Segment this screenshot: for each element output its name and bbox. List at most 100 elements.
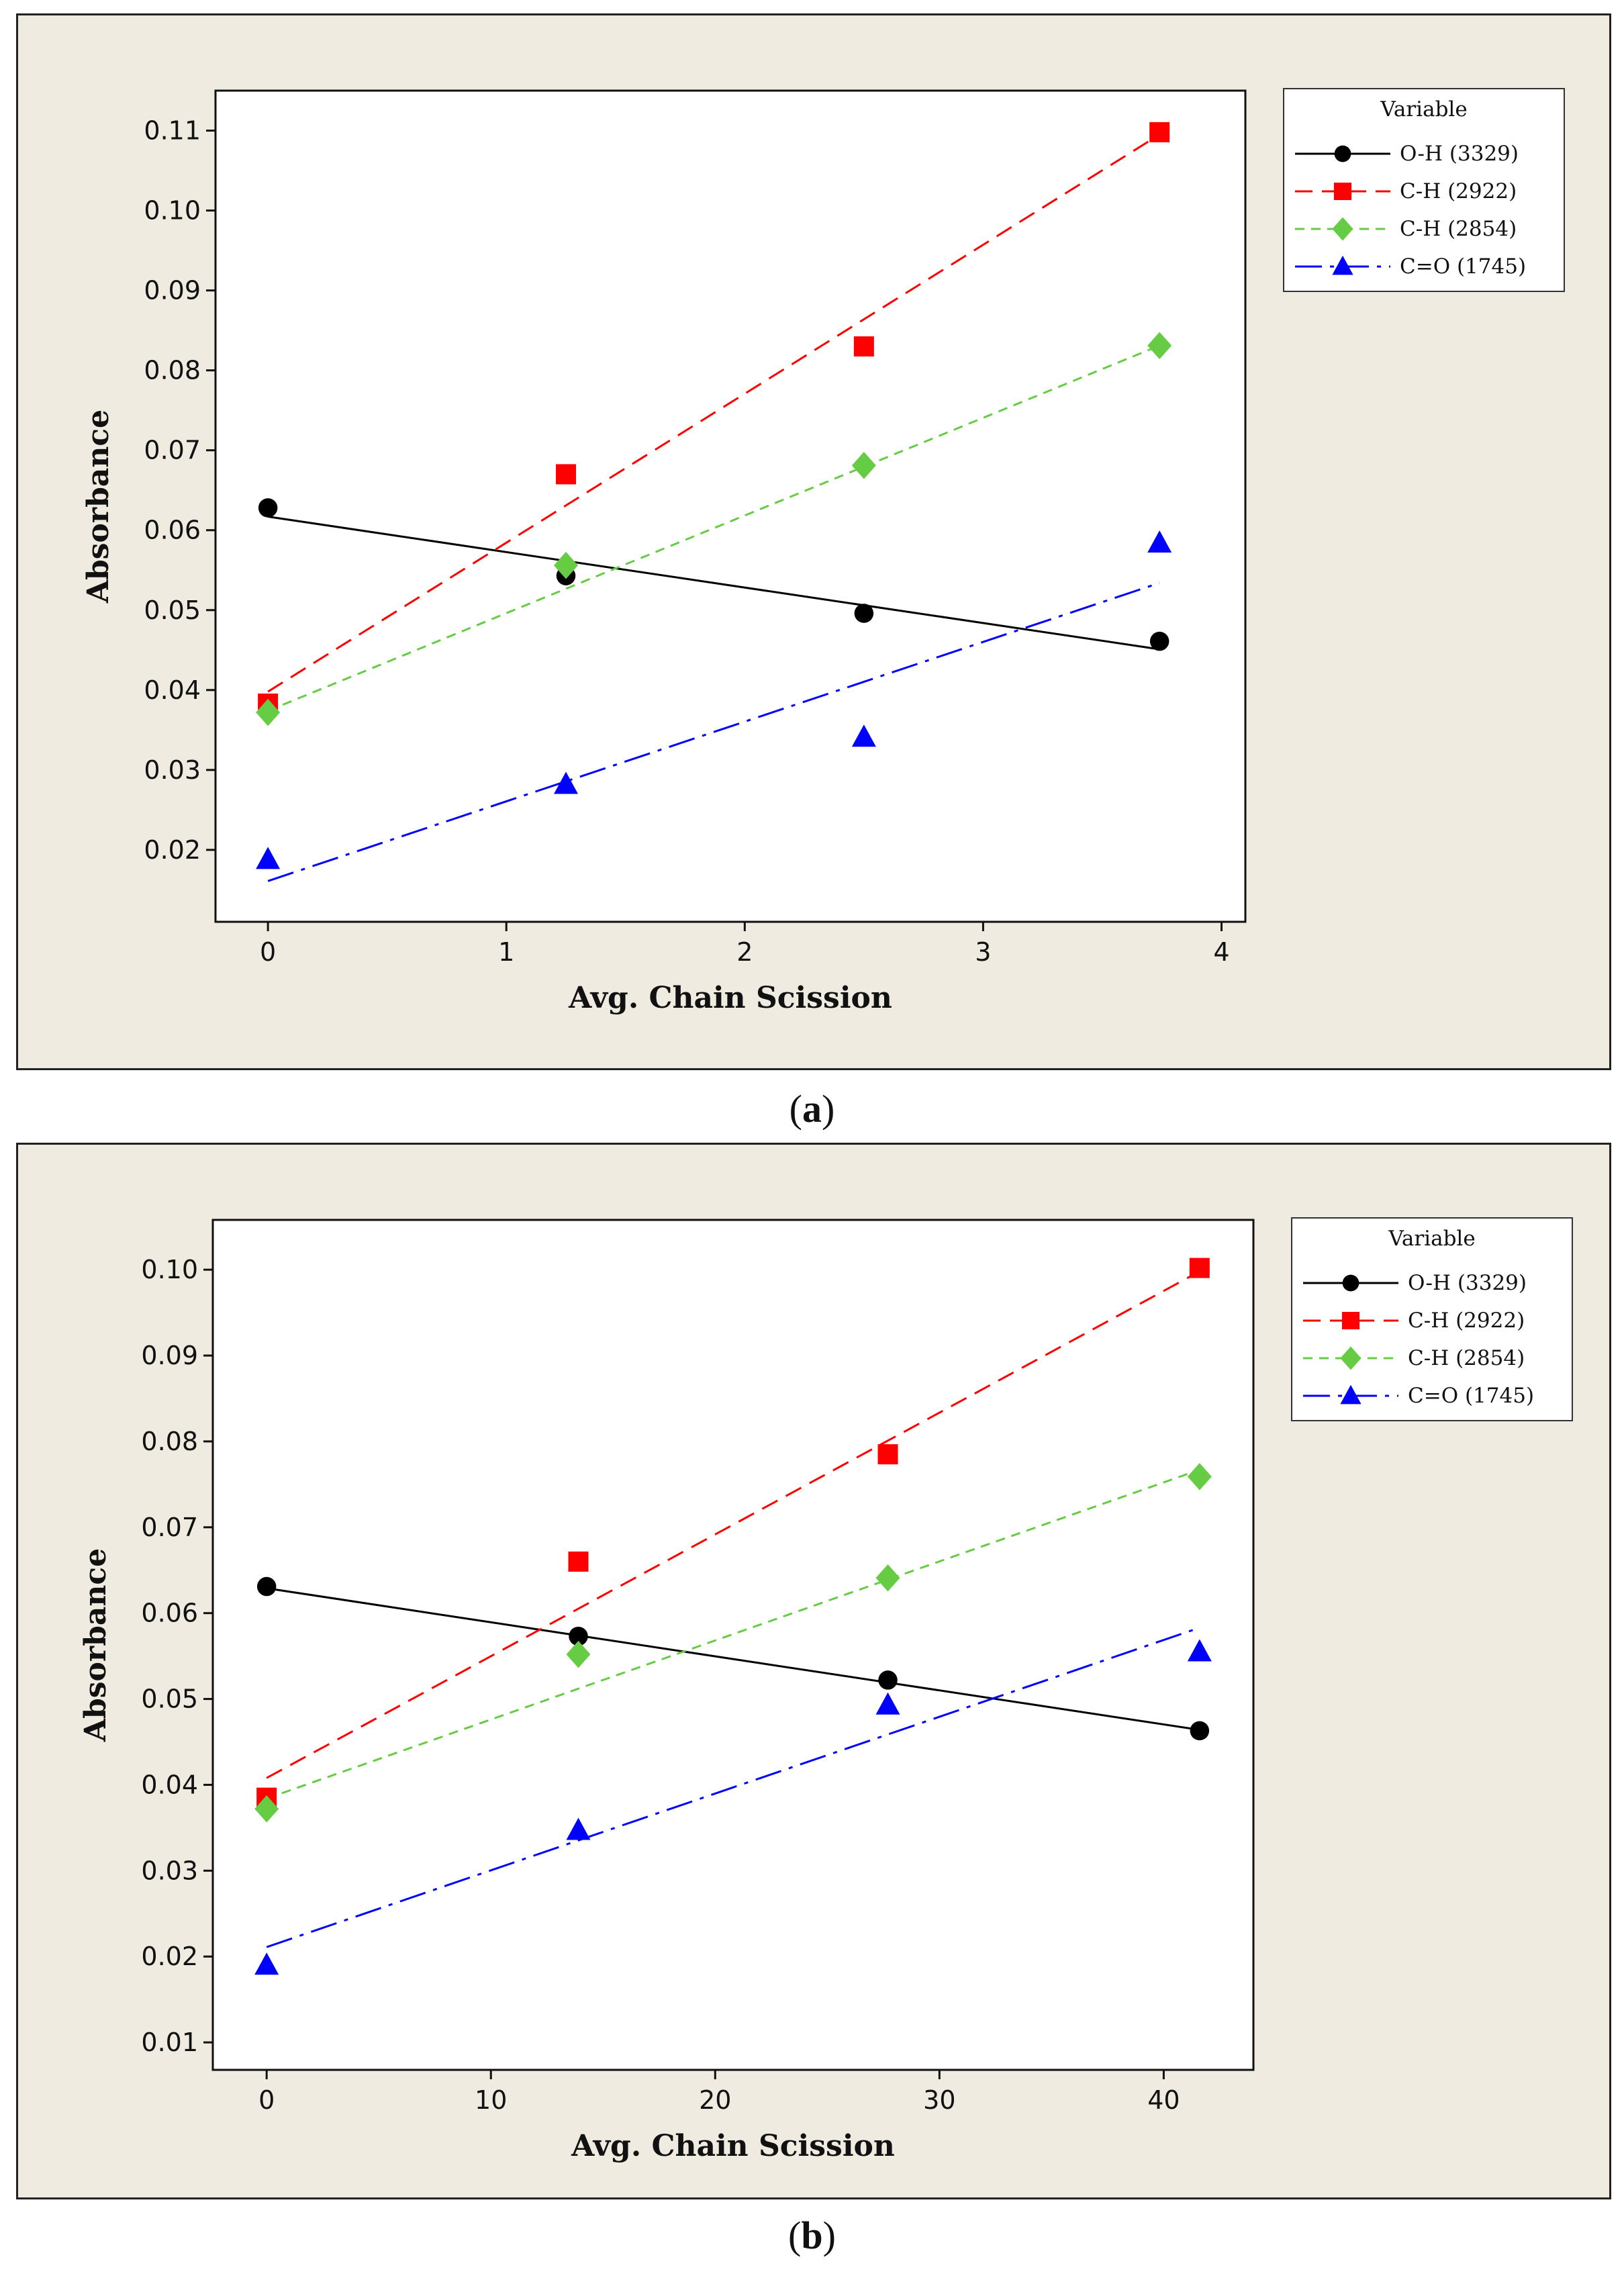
plot-area xyxy=(214,89,1247,923)
y-tick-label: 0.05 xyxy=(141,1684,198,1714)
legend-label: C=O (1745) xyxy=(1408,1384,1535,1408)
data-point xyxy=(875,1564,900,1592)
legend-item: C-H (2854) xyxy=(1292,1339,1572,1377)
x-tick-label: 10 xyxy=(475,2085,507,2115)
data-point xyxy=(256,847,281,869)
y-tick-label: 0.04 xyxy=(141,1770,198,1799)
y-axis-title: Absorbance xyxy=(81,410,115,604)
y-tick-label: 0.02 xyxy=(141,1942,198,1971)
data-point xyxy=(254,1952,279,1975)
x-axis-title: Avg. Chain Scission xyxy=(571,2129,895,2163)
legend-item: C-H (2922) xyxy=(1292,1302,1572,1339)
legend-label: C-H (2922) xyxy=(1400,179,1517,203)
chart-a-svg: 0.02 0.03 0.04 0.05 0.06 0.07 0.08 0.09 0.10 0.11… xyxy=(81,89,1247,1015)
data-point xyxy=(566,1817,591,1840)
x-tick-label: 4 xyxy=(1213,937,1229,967)
caption-b: (b) xyxy=(788,2214,836,2257)
data-point xyxy=(256,1576,277,1597)
x-tick-label: 1 xyxy=(498,937,514,967)
data-point xyxy=(553,771,578,794)
y-tick-label: 0.09 xyxy=(141,1341,198,1370)
data-point xyxy=(875,1692,900,1715)
y-tick-label: 0.04 xyxy=(144,675,201,705)
x-tick-label: 2 xyxy=(736,937,753,967)
legend-item: O-H (3329) xyxy=(1292,1264,1572,1302)
data-point xyxy=(877,1444,898,1465)
legend-marker xyxy=(1342,1274,1359,1292)
y-tick-label: 0.06 xyxy=(141,1599,198,1628)
x-tick-label: 0 xyxy=(260,937,276,967)
y-tick-label: 0.11 xyxy=(144,116,201,146)
plot-area xyxy=(211,1219,1255,2071)
legend-b: Variable O-H (3329) C-H (2922) C-H (2854) C… xyxy=(1291,1217,1573,1421)
caption-a-label: a xyxy=(802,1087,822,1131)
caption-a: (a) xyxy=(789,1087,835,1131)
legend-swatch xyxy=(1295,255,1390,275)
fit-line xyxy=(266,1270,1200,1779)
data-point xyxy=(1190,1721,1210,1741)
legend-label: C-H (2854) xyxy=(1400,217,1517,241)
y-tick-label: 0.07 xyxy=(141,1513,198,1542)
legend-label: C-H (2922) xyxy=(1408,1309,1525,1333)
data-point xyxy=(1147,332,1172,359)
data-point xyxy=(1189,1257,1210,1278)
legend-swatch xyxy=(1295,145,1390,162)
data-point xyxy=(568,1551,589,1572)
legend-swatch xyxy=(1303,1384,1398,1405)
legend-label: C=O (1745) xyxy=(1400,254,1527,279)
legend-marker xyxy=(1340,1346,1362,1370)
legend-swatch xyxy=(1303,1274,1398,1292)
legend-label: O-H (3329) xyxy=(1400,142,1519,166)
fit-line xyxy=(267,134,1160,693)
fit-line xyxy=(267,581,1160,882)
data-point xyxy=(254,1795,279,1823)
legend-label: C-H (2854) xyxy=(1408,1346,1525,1370)
legend-item: C-H (2854) xyxy=(1284,210,1564,248)
y-tick-label: 0.09 xyxy=(144,276,201,305)
chart-b-svg: 0.01 0.02 0.03 0.04 0.05 0.06 0.07 0.08 0.09 0.10… xyxy=(79,1219,1255,2163)
legend-marker xyxy=(1332,255,1353,275)
caption-b-label: b xyxy=(801,2214,823,2257)
x-axis-title: Avg. Chain Scission xyxy=(568,981,892,1015)
legend-item: C=O (1745) xyxy=(1284,248,1564,285)
data-point xyxy=(1147,530,1172,553)
x-tick-label: 30 xyxy=(923,2085,955,2115)
chart-panel-b: 0.01 0.02 0.03 0.04 0.05 0.06 0.07 0.08 0.09 0.10… xyxy=(16,1143,1611,2199)
legend-title: Variable xyxy=(1380,97,1468,122)
data-point xyxy=(1187,1463,1212,1490)
legend-swatch xyxy=(1303,1346,1398,1370)
data-point xyxy=(555,464,576,485)
x-tick-label: 20 xyxy=(699,2085,731,2115)
legend-swatch xyxy=(1303,1312,1398,1329)
fit-line xyxy=(266,1468,1200,1800)
legend-title: Variable xyxy=(1388,1227,1476,1251)
data-point xyxy=(854,604,874,623)
legend-marker xyxy=(1340,1384,1362,1405)
x-tick-label: 3 xyxy=(975,937,991,967)
data-point xyxy=(851,452,876,479)
data-point xyxy=(566,1640,591,1668)
data-point xyxy=(569,1626,588,1646)
data-point xyxy=(853,336,874,357)
data-point xyxy=(878,1670,898,1690)
legend-marker xyxy=(1334,145,1351,162)
legend-swatch xyxy=(1295,217,1390,241)
y-tick-label: 0.10 xyxy=(144,196,201,226)
y-tick-label: 0.08 xyxy=(141,1427,198,1456)
y-tick-label: 0.01 xyxy=(141,2028,198,2057)
fit-line xyxy=(266,1587,1200,1731)
legend-marker xyxy=(1342,1312,1359,1329)
x-tick-label: 0 xyxy=(258,2085,275,2115)
legend-label: O-H (3329) xyxy=(1408,1271,1527,1295)
legend-item: C-H (2922) xyxy=(1284,173,1564,210)
y-tick-label: 0.05 xyxy=(144,596,201,625)
y-tick-label: 0.02 xyxy=(144,835,201,865)
data-point xyxy=(1149,122,1170,142)
y-tick-label: 0.08 xyxy=(144,356,201,385)
legend-item: O-H (3329) xyxy=(1284,135,1564,173)
data-point xyxy=(851,724,876,747)
legend-item: C=O (1745) xyxy=(1292,1377,1572,1415)
legend-a: Variable O-H (3329) C-H (2922) C-H (2854) C… xyxy=(1283,88,1565,292)
y-tick-label: 0.06 xyxy=(144,516,201,545)
y-tick-label: 0.03 xyxy=(141,1856,198,1885)
